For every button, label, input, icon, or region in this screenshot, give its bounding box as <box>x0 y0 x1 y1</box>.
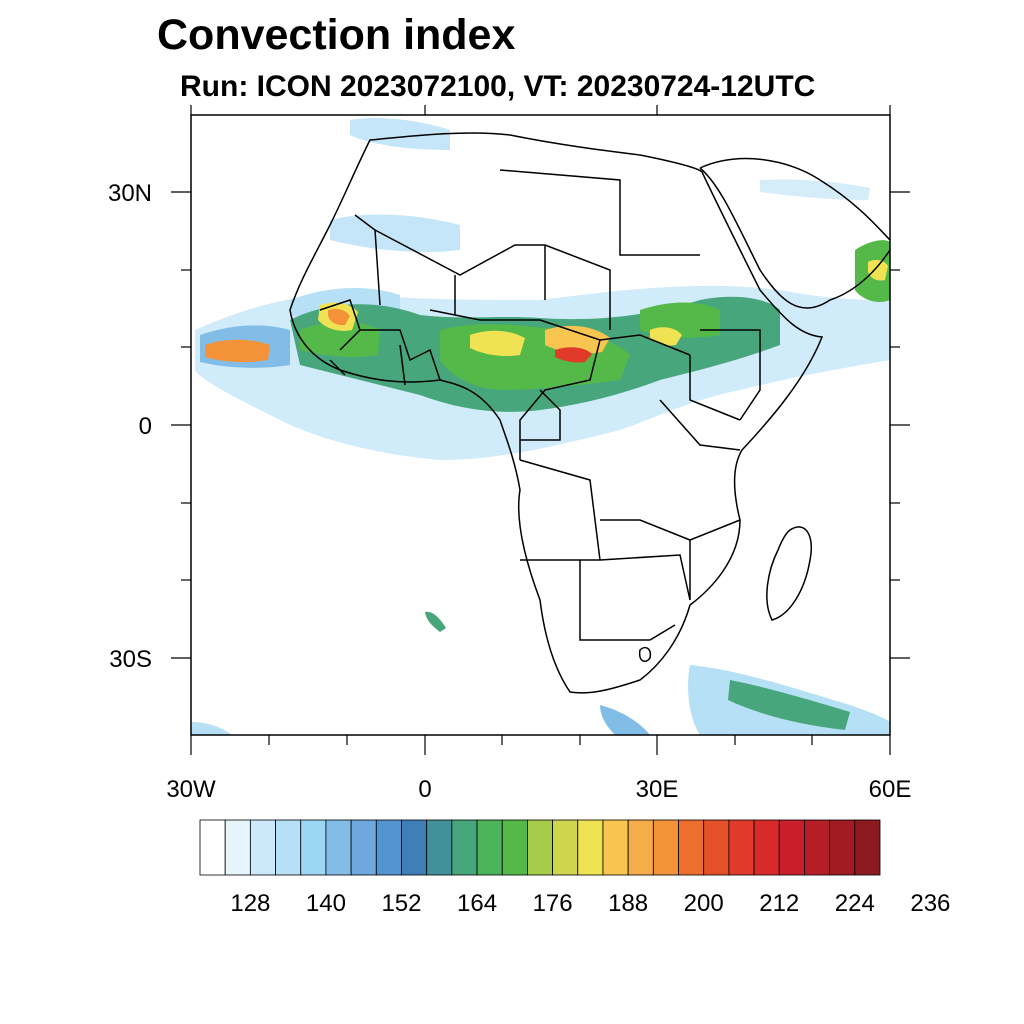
colorbar-box <box>703 819 730 876</box>
colorbar-box <box>804 819 831 876</box>
colorbar-label: 176 <box>533 890 573 917</box>
colorbar-box <box>501 819 528 876</box>
colorbar-box <box>224 819 251 876</box>
colorbar-label: 164 <box>457 890 497 917</box>
colorbar-box <box>451 819 478 876</box>
chart-title: Convection index <box>157 11 516 59</box>
colorbar-box <box>552 819 579 876</box>
coastlines-and-borders <box>289 132 890 694</box>
colorbar-box <box>401 819 428 876</box>
colorbar-box <box>426 819 453 876</box>
colorbar-box <box>602 819 629 876</box>
colorbar-box <box>476 819 503 876</box>
colorbar-box <box>678 819 705 876</box>
x-tick-label: 0 <box>418 776 431 803</box>
colorbar-box <box>753 819 780 876</box>
colorbar-box <box>527 819 553 876</box>
colorbar-label: 224 <box>835 890 875 917</box>
convection-field <box>191 118 890 735</box>
y-tick-labels: 30N 0 30S <box>108 180 152 673</box>
axis-ticks <box>171 105 910 755</box>
colorbar-label: 212 <box>759 890 799 917</box>
colorbar-label: 200 <box>684 890 724 917</box>
colorbar-box <box>652 819 679 876</box>
x-tick-labels: 30W 0 30E 60E <box>166 776 911 803</box>
colorbar-box <box>375 819 402 876</box>
colorbar-box <box>728 819 755 876</box>
y-tick-label: 30N <box>108 180 152 207</box>
colorbar-box <box>627 819 654 876</box>
colorbar-box <box>577 819 604 876</box>
colorbar-box <box>829 819 856 876</box>
colorbar-box <box>350 819 377 876</box>
x-tick-label: 30E <box>636 776 679 803</box>
colorbar-box <box>199 819 226 876</box>
colorbar-label: 188 <box>608 890 648 917</box>
colorbar-box <box>778 819 805 876</box>
colorbar-label: 152 <box>381 890 421 917</box>
chart-subtitle: Run: ICON 2023072100, VT: 20230724-12UTC <box>180 70 816 103</box>
colorbar-label: 236 <box>910 890 950 917</box>
y-tick-label: 30S <box>109 646 152 673</box>
colorbar-box <box>854 819 881 876</box>
y-tick-label: 0 <box>139 413 152 440</box>
colorbar-labels: 128 140 152 164 176 188 200 212 224 236 <box>230 890 950 917</box>
colorbar-box <box>275 819 302 876</box>
colorbar-label: 128 <box>230 890 270 917</box>
colorbar-box <box>300 819 327 876</box>
colorbar <box>199 819 881 876</box>
x-tick-label: 30W <box>166 776 216 803</box>
colorbar-box <box>325 819 352 876</box>
colorbar-box <box>249 819 276 876</box>
x-tick-label: 60E <box>869 776 912 803</box>
colorbar-label: 140 <box>306 890 346 917</box>
